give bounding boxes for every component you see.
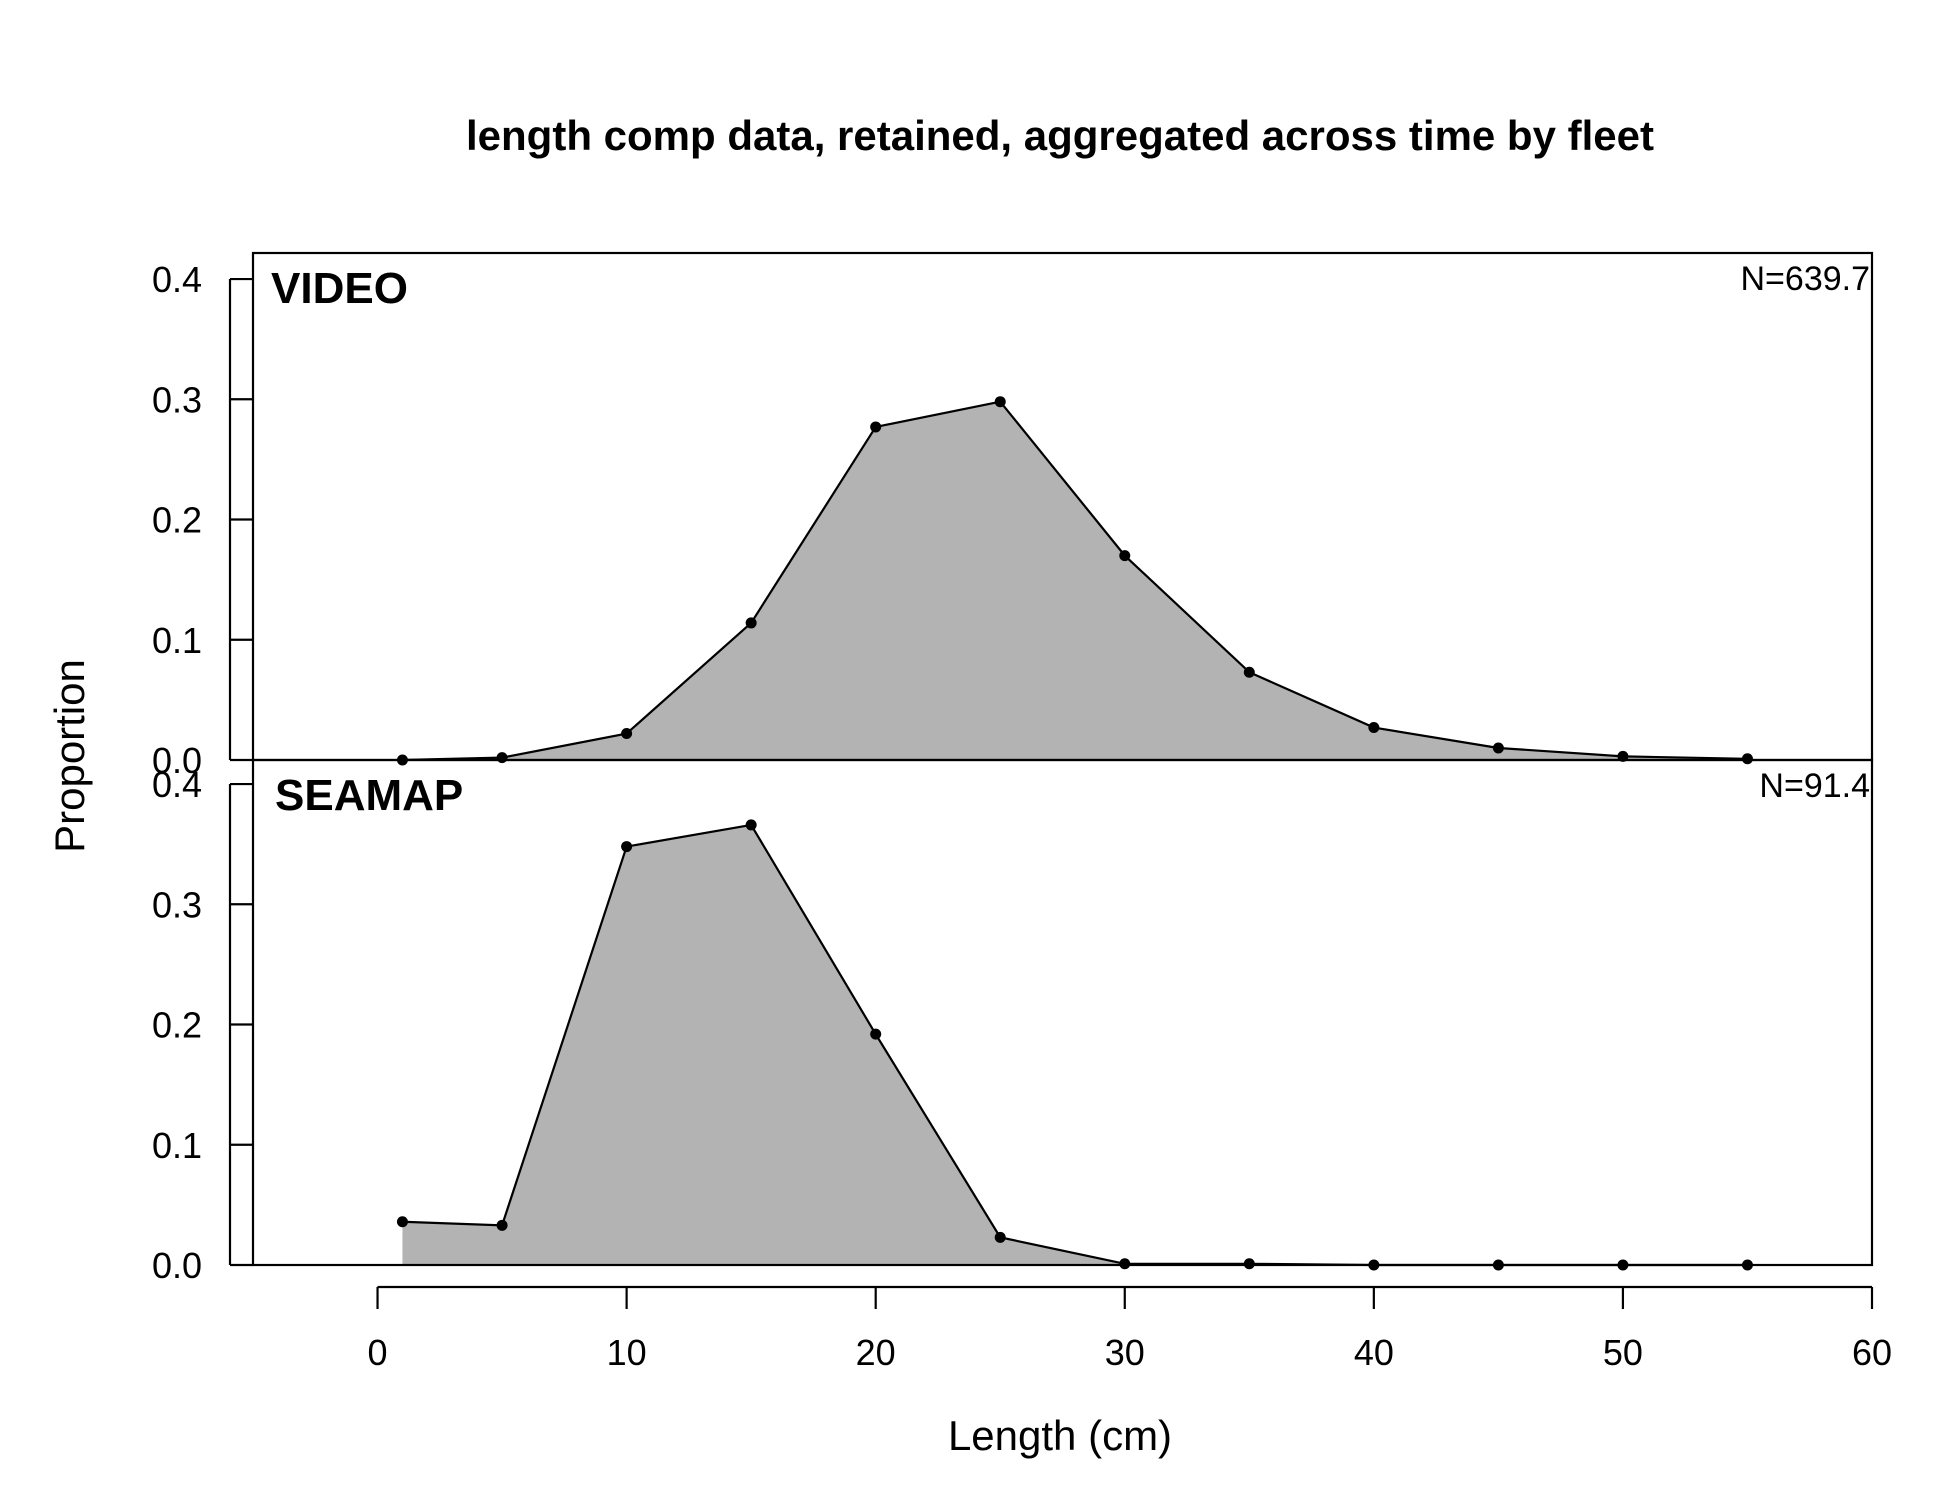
- y-tick-label: 0.3: [152, 884, 202, 925]
- y-axis-video: 0.0 0.1 0.2 0.3 0.4: [152, 259, 253, 781]
- y-tick-label: 0.2: [152, 500, 202, 541]
- y-tick-label: 0.1: [152, 1125, 202, 1166]
- x-tick-label: 0: [368, 1332, 388, 1373]
- y-tick-label: 0.2: [152, 1005, 202, 1046]
- y-tick-label: 0.4: [152, 259, 202, 300]
- panel-label: VIDEO: [271, 264, 408, 313]
- y-tick-label: 0.0: [152, 740, 202, 781]
- data-point: [1368, 722, 1380, 734]
- data-point: [870, 421, 882, 433]
- panel-frame: [251, 758, 1874, 1267]
- data-point: [1243, 666, 1255, 678]
- data-point: [1119, 1258, 1131, 1270]
- data-point: [1741, 753, 1753, 765]
- x-tick-label: 30: [1105, 1332, 1145, 1373]
- data-point: [621, 841, 633, 853]
- panel-label: SEAMAP: [275, 771, 463, 820]
- panels: VIDEO N=639.7 SEAMAP N=91.4: [251, 251, 1874, 1271]
- x-tick-label: 50: [1603, 1332, 1643, 1373]
- panel-seamap: SEAMAP N=91.4: [251, 758, 1874, 1271]
- sample-size-label: N=639.7: [1741, 260, 1871, 298]
- data-point: [1492, 742, 1504, 754]
- x-tick-label: 20: [856, 1332, 896, 1373]
- y-tick-label: 0.1: [152, 620, 202, 661]
- data-point: [621, 728, 633, 740]
- y-axis-title: Proportion: [46, 659, 93, 853]
- data-point: [1243, 1258, 1255, 1270]
- sample-size-label: N=91.4: [1759, 767, 1870, 805]
- x-tick-label: 40: [1354, 1332, 1394, 1373]
- y-axis-seamap: 0.0 0.1 0.2 0.3 0.4: [152, 764, 253, 1286]
- y-tick-label: 0.4: [152, 764, 202, 805]
- x-tick-label: 10: [607, 1332, 647, 1373]
- data-point: [396, 1216, 408, 1228]
- x-axis: 0 10 20 30 40 50 60: [368, 1285, 1892, 1373]
- y-tick-label: 0.3: [152, 379, 202, 420]
- data-point: [745, 819, 757, 831]
- data-point: [994, 396, 1006, 408]
- data-point: [870, 1028, 882, 1040]
- panel-video: VIDEO N=639.7: [251, 251, 1874, 766]
- series-line-video: [402, 400, 1748, 762]
- data-point: [994, 1231, 1006, 1243]
- y-axes: 0.00.10.20.30.40.00.10.20.30.4: [152, 259, 253, 1286]
- area-fill-video: [402, 401, 1748, 760]
- x-tick-label: 60: [1852, 1332, 1892, 1373]
- x-axis-title: Length (cm): [948, 1412, 1172, 1459]
- data-point: [496, 752, 508, 764]
- data-point: [745, 617, 757, 629]
- y-tick-label: 0.0: [152, 1245, 202, 1286]
- area-fill-seamap: [402, 824, 1748, 1265]
- chart-title: length comp data, retained, aggregated a…: [466, 112, 1654, 159]
- data-point: [1119, 550, 1131, 562]
- data-point: [496, 1219, 508, 1231]
